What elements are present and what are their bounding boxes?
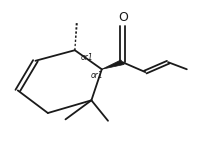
Text: or1: or1: [90, 71, 103, 80]
Polygon shape: [102, 60, 124, 69]
Text: O: O: [118, 11, 128, 24]
Text: or1: or1: [81, 53, 94, 62]
